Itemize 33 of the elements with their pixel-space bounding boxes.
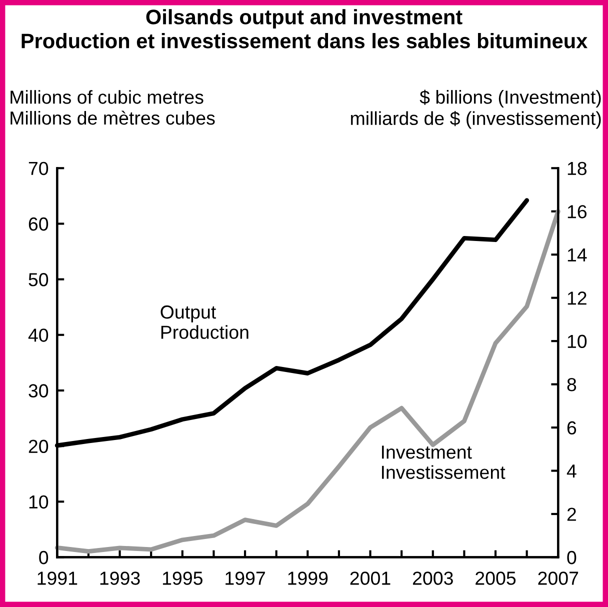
y-tick-label: 10 xyxy=(29,495,48,509)
y2-tick-label: 4 xyxy=(566,464,576,478)
x-tick-label: 2007 xyxy=(538,572,578,585)
x-tick-label: 2005 xyxy=(476,572,516,585)
x-tick-label: 2001 xyxy=(350,572,390,585)
y2-tick-label: 14 xyxy=(568,248,587,262)
x-tick-label: 1999 xyxy=(288,572,328,585)
y-tick-label: 20 xyxy=(28,440,48,454)
x-tick-label: 1997 xyxy=(226,572,265,585)
line-series xyxy=(54,209,560,554)
y-tick-label: 40 xyxy=(28,328,48,342)
y2-tick-label: 16 xyxy=(568,205,587,218)
y-tick-label: 50 xyxy=(28,273,48,286)
y-axis-title: Millions of cubic metres Millions de mètres cubes xyxy=(10,90,215,125)
chart-title: Oilsands output and investment Production et investissement dans les sables bitumineux xyxy=(22,9,588,48)
y2-tick-label: 6 xyxy=(567,421,576,435)
y2-tick-label: 2 xyxy=(567,508,576,521)
y2-tick-label: 12 xyxy=(568,292,586,305)
y2-tick-label: 18 xyxy=(568,162,587,176)
y2-tick-label: 0 xyxy=(567,550,576,564)
y2-axis-title: $ billions (Investment) milliards de $ (investissement) xyxy=(351,90,601,129)
x-tick-label: 2003 xyxy=(412,572,453,585)
y-tick-label: 60 xyxy=(28,217,48,231)
series-label: Investment Investissement xyxy=(382,446,506,479)
y-tick-label: 0 xyxy=(39,550,48,564)
y-tick-label: 30 xyxy=(28,384,48,398)
y-tick-label: 70 xyxy=(28,162,48,176)
x-tick-label: 1993 xyxy=(100,572,140,585)
y2-tick-label: 10 xyxy=(568,334,587,348)
x-tick-label: 1995 xyxy=(162,572,202,585)
x-tick-label: 1991 xyxy=(38,572,78,585)
text: Output Production xyxy=(160,305,248,339)
y2-tick-label: 8 xyxy=(567,378,576,392)
